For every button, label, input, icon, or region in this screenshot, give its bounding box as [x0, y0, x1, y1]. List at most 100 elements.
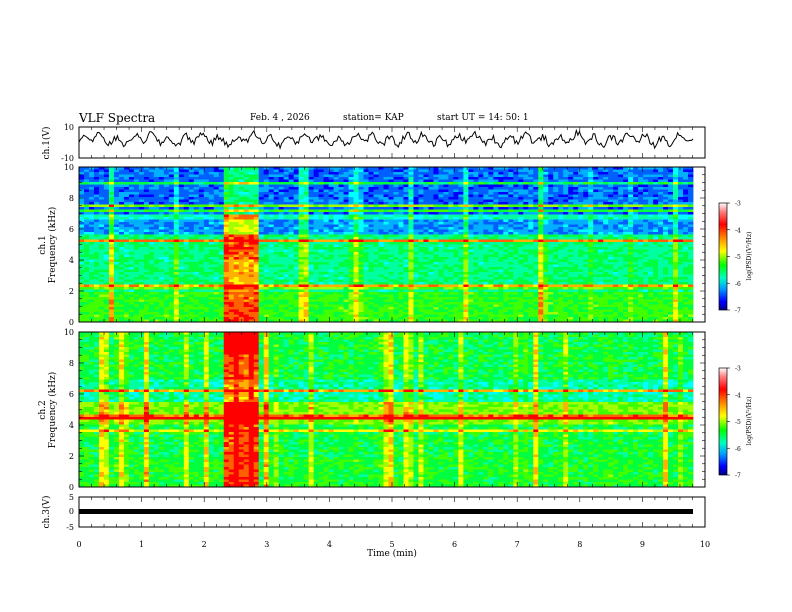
spectrogram-cell: [488, 237, 494, 240]
spectrogram-cell: [648, 239, 654, 243]
spectrogram-cell: [463, 254, 469, 258]
spectrogram-cell: [398, 192, 404, 195]
spectrogram-cell: [468, 182, 474, 185]
spectrogram-cell: [83, 169, 90, 173]
spectrogram-cell: [108, 212, 115, 215]
spectrogram-cell: [388, 194, 394, 198]
spectrogram-cell: [683, 199, 689, 203]
spectrogram-cell: [128, 252, 135, 255]
spectrogram-cell: [128, 184, 135, 188]
spectrogram-cell: [628, 192, 634, 195]
spectrogram-cell: [403, 209, 409, 213]
spectrogram-cell: [668, 262, 674, 265]
spectrogram-cell: [413, 264, 419, 268]
spectrogram-cell: [498, 229, 504, 233]
spectrogram-cell: [378, 207, 384, 210]
spectrogram-cell: [338, 224, 344, 228]
spectrogram-cell: [358, 199, 364, 203]
spectrogram-cell: [208, 179, 215, 183]
spectrogram-cell: [433, 177, 439, 180]
spectrogram-cell: [628, 189, 634, 193]
spectrogram-cell: [288, 174, 295, 178]
spectrogram-cell: [308, 187, 315, 190]
spectrogram-cell: [553, 247, 559, 250]
spectrogram-cell: [163, 234, 170, 238]
spectrogram-cell: [358, 249, 364, 253]
spectrogram-cell: [668, 209, 674, 213]
spectrogram-cell: [318, 227, 324, 230]
spectrogram-cell: [623, 234, 629, 238]
spectrogram-cell: [498, 194, 504, 198]
spectrogram-cell: [283, 192, 290, 195]
spectrogram-cell: [683, 202, 689, 205]
spectrogram-cell: [153, 254, 160, 258]
spectrogram-cell: [633, 237, 639, 240]
spectrogram-cell: [528, 229, 534, 233]
spectrogram-cell: [183, 259, 190, 263]
spectrogram-cell: [123, 234, 130, 238]
spectrogram-cell: [358, 182, 364, 185]
spectrogram-cell: [93, 209, 100, 213]
spectrogram-cell: [423, 262, 429, 265]
spectrogram-cell: [418, 252, 424, 255]
spectrogram-cell: [163, 177, 170, 180]
spectrogram-cell: [178, 254, 185, 258]
spectrogram-cell: [308, 259, 315, 263]
spectrogram-cell: [428, 219, 434, 223]
spectrogram-cell: [533, 252, 539, 255]
spectrogram-cell: [398, 187, 404, 190]
spectrogram-cell: [528, 209, 534, 213]
spectrogram-cell: [528, 257, 534, 260]
spectrogram-cell: [383, 194, 389, 198]
spectrogram-cell: [343, 257, 349, 260]
spectrogram-cell: [513, 264, 519, 268]
spectrogram-cell: [503, 182, 509, 185]
spectrogram-cell: [638, 242, 644, 245]
spectrogram-cell: [168, 244, 175, 248]
spectrogram-cell: [533, 229, 539, 233]
spectrogram-cell: [183, 222, 190, 225]
spectrogram-cell: [198, 172, 205, 175]
spectrogram-cell: [308, 239, 315, 243]
spectrogram-cell: [668, 214, 674, 218]
spectrogram-cell: [148, 194, 155, 198]
spectrogram-cell: [113, 229, 120, 233]
spectrogram-cell: [148, 234, 155, 238]
spectrogram-cell: [273, 207, 280, 210]
spectrogram-cell: [473, 169, 479, 173]
spectrogram-cell: [668, 187, 674, 190]
spectrogram-cell: [548, 252, 554, 255]
spectrogram-cell: [563, 209, 569, 213]
spectrogram-cell: [413, 232, 419, 235]
spectrogram-cell: [193, 184, 200, 188]
spectrogram-cell: [213, 242, 220, 245]
spectrogram-cell: [448, 194, 454, 198]
spectrogram-cell: [558, 217, 564, 220]
spectrogram-cell: [348, 194, 354, 198]
spectrogram-cell: [298, 264, 305, 268]
spectrogram-cell: [313, 172, 320, 175]
spectrogram-cell: [288, 197, 295, 200]
spectrogram-cell: [203, 224, 210, 228]
spectrogram-cell: [348, 204, 354, 208]
spectrogram-cell: [473, 174, 479, 178]
spectrogram-cell: [383, 219, 389, 223]
spectrogram-cell: [203, 167, 210, 170]
spectrogram-cell: [408, 184, 414, 188]
spectrogram-cell: [418, 209, 424, 213]
spectrogram-cell: [373, 229, 379, 233]
spectrogram-cell: [248, 229, 255, 233]
spectrogram-cell: [193, 169, 200, 173]
spectrogram-cell: [293, 204, 300, 208]
spectrogram-cell: [303, 249, 310, 253]
spectrogram-cell: [158, 172, 165, 175]
spectrogram-cell: [228, 227, 235, 230]
spectrogram-cell: [318, 257, 324, 260]
spectrogram-cell: [668, 174, 674, 178]
spectrogram-cell: [533, 244, 539, 248]
spectrogram-cell: [308, 244, 315, 248]
spectrogram-cell: [503, 212, 509, 215]
spectrogram-cell: [298, 222, 305, 225]
spectrogram-cell: [653, 252, 659, 255]
spectrogram-cell: [678, 244, 684, 248]
